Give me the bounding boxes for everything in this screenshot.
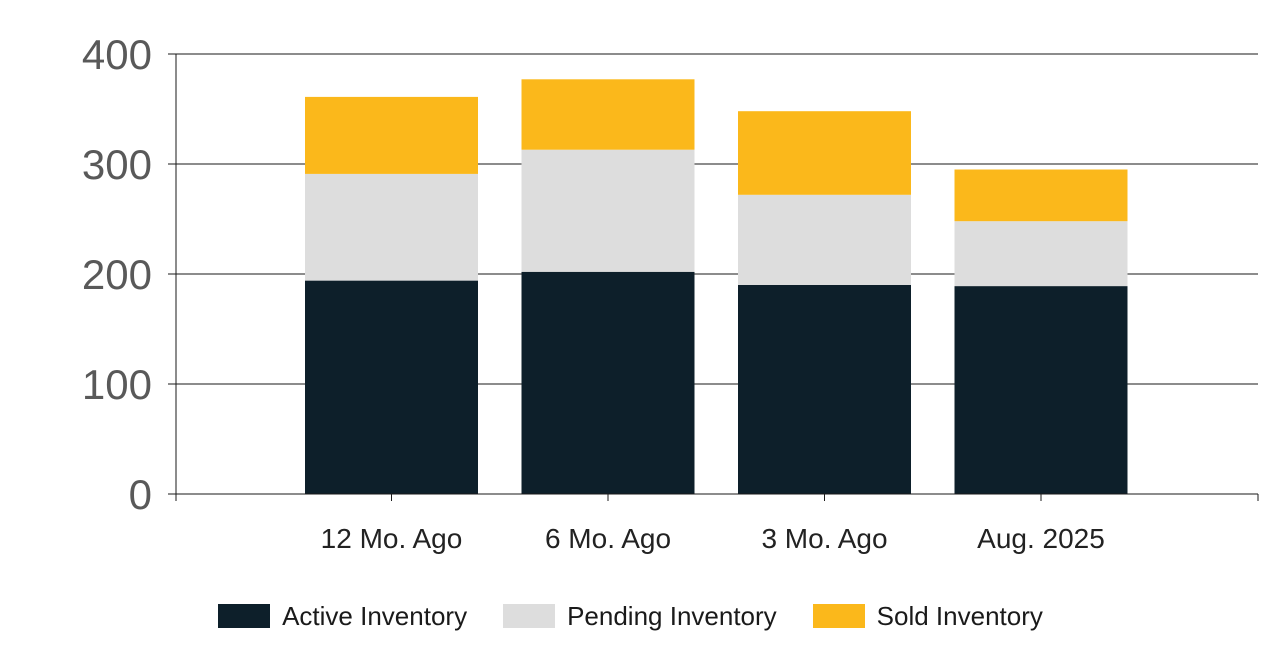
legend-item-active: Active Inventory [218, 601, 467, 632]
legend-label-active: Active Inventory [282, 600, 468, 631]
bar-segment-pending-inventory [738, 194, 911, 285]
bar-segment-pending-inventory [305, 173, 478, 281]
legend-label-sold: Sold Inventory [876, 600, 1043, 631]
bar-segment-sold-inventory [521, 79, 695, 150]
bar-segment-sold-inventory [305, 96, 478, 174]
bar-segment-pending-inventory [521, 149, 695, 272]
bar-segment-active-inventory [738, 285, 911, 494]
y-tick-label: 100 [82, 361, 152, 408]
legend-swatch-pending [503, 604, 556, 628]
y-tick-labels: 0 100 200 300 400 [82, 31, 152, 518]
legend-item-pending: Pending Inventory [503, 601, 777, 632]
bar-segment-sold-inventory [738, 111, 911, 195]
axes [168, 54, 1259, 501]
legend-swatch-sold [812, 604, 865, 628]
x-tick-label: 12 Mo. Ago [321, 523, 463, 554]
x-tick-labels: 12 Mo. Ago 6 Mo. Ago 3 Mo. Ago Aug. 2025 [321, 523, 1105, 554]
legend-swatch-active [218, 604, 271, 628]
y-tick-label: 400 [82, 31, 152, 78]
bar-segment-pending-inventory [954, 221, 1128, 287]
x-tick-label: 6 Mo. Ago [545, 523, 671, 554]
y-tick-label: 0 [129, 471, 152, 518]
legend: Active Inventory Pending Inventory Sold … [0, 596, 1261, 636]
x-tick-label: Aug. 2025 [977, 523, 1105, 554]
y-tick-label: 300 [82, 141, 152, 188]
x-tick-label: 3 Mo. Ago [761, 523, 887, 554]
legend-item-sold: Sold Inventory [812, 600, 1043, 632]
bars [305, 79, 1128, 494]
bar-segment-active-inventory [954, 286, 1128, 494]
bar-segment-sold-inventory [954, 169, 1128, 222]
y-tick-label: 200 [82, 251, 152, 298]
bar-segment-active-inventory [305, 280, 478, 494]
bar-segment-active-inventory [521, 271, 695, 494]
legend-label-pending: Pending Inventory [567, 600, 777, 631]
